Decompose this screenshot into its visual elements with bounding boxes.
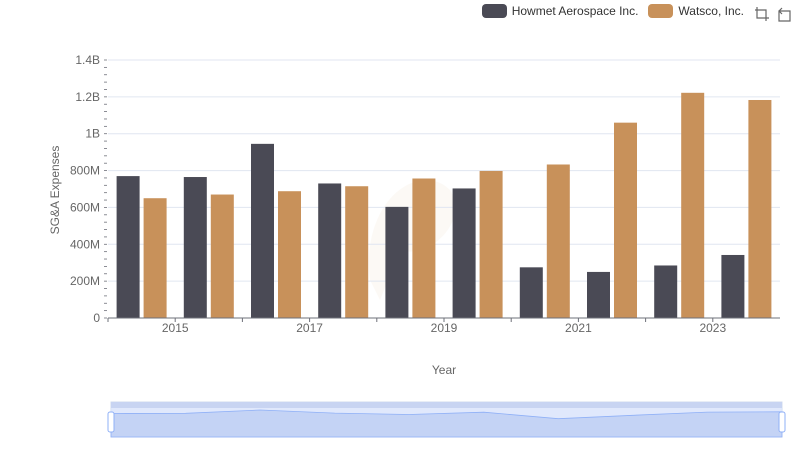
- bar-watsco-2020[interactable]: [546, 164, 570, 318]
- bar-howmet-2019[interactable]: [452, 188, 476, 318]
- y-tick-label: 1B: [85, 127, 100, 141]
- legend-label-watsco: Watsco, Inc.: [678, 4, 744, 18]
- y-tick-label: 200M: [70, 274, 100, 288]
- bar-watsco-2019[interactable]: [479, 170, 503, 318]
- bar-watsco-2021[interactable]: [614, 122, 637, 319]
- zoom-preview-line: [110, 409, 783, 438]
- bar-howmet-2023[interactable]: [721, 254, 745, 318]
- bar-watsco-2022[interactable]: [681, 92, 705, 318]
- bar-watsco-2018[interactable]: [412, 178, 436, 318]
- legend-item-howmet[interactable]: Howmet Aerospace Inc.: [481, 4, 639, 18]
- zoom-handle-left[interactable]: [107, 411, 115, 433]
- axes: 0 200M 400M 600M 800M 1B 1.2B 1.4B 2015 2017 2019 2…: [70, 53, 780, 335]
- y-tick-label: 600M: [70, 200, 100, 214]
- bar-howmet-2021[interactable]: [587, 271, 610, 318]
- grid: [108, 59, 780, 282]
- bar-howmet-2020[interactable]: [519, 267, 543, 318]
- legend: Howmet Aerospace Inc. Watsco, Inc.: [481, 4, 744, 18]
- y-tick-label: 0: [93, 311, 100, 325]
- y-tick-label: 1.4B: [75, 53, 100, 67]
- x-tick-label: 2017: [296, 321, 323, 335]
- bar-watsco-2016[interactable]: [278, 191, 301, 318]
- legend-item-watsco[interactable]: Watsco, Inc.: [648, 4, 744, 18]
- chart-toolbar: [754, 6, 792, 22]
- legend-swatch-howmet: [481, 4, 507, 18]
- x-tick-label: 2019: [431, 321, 458, 335]
- bar-watsco-2023[interactable]: [748, 99, 772, 319]
- zoom-handle-right[interactable]: [778, 411, 786, 433]
- bar-howmet-2018[interactable]: [385, 206, 409, 318]
- y-tick-label: 400M: [70, 237, 100, 251]
- legend-label-howmet: Howmet Aerospace Inc.: [511, 4, 639, 18]
- bar-watsco-2014[interactable]: [143, 198, 167, 318]
- x-tick-label: 2015: [162, 321, 189, 335]
- zoom-top-bar[interactable]: [111, 402, 782, 408]
- bar-howmet-2016[interactable]: [251, 143, 274, 318]
- x-axis-title: Year: [432, 363, 456, 377]
- data-zoom-slider[interactable]: [107, 401, 786, 438]
- bar-howmet-2022[interactable]: [654, 265, 678, 318]
- watermark: [368, 180, 456, 300]
- bar-howmet-2017[interactable]: [318, 183, 342, 318]
- zoom-area-icon[interactable]: [754, 6, 770, 22]
- zoom-reset-icon[interactable]: [776, 6, 792, 22]
- bars: [116, 92, 772, 319]
- bar-watsco-2015[interactable]: [210, 194, 234, 318]
- bar-watsco-2017[interactable]: [345, 186, 369, 318]
- bar-howmet-2014[interactable]: [116, 176, 140, 318]
- y-tick-label: 800M: [70, 164, 100, 178]
- y-axis-title: SG&A Expenses: [48, 146, 62, 235]
- x-tick-label: 2023: [699, 321, 726, 335]
- legend-swatch-watsco: [648, 4, 674, 18]
- y-tick-label: 1.2B: [75, 90, 100, 104]
- x-tick-label: 2021: [565, 321, 592, 335]
- bar-howmet-2015[interactable]: [183, 177, 207, 318]
